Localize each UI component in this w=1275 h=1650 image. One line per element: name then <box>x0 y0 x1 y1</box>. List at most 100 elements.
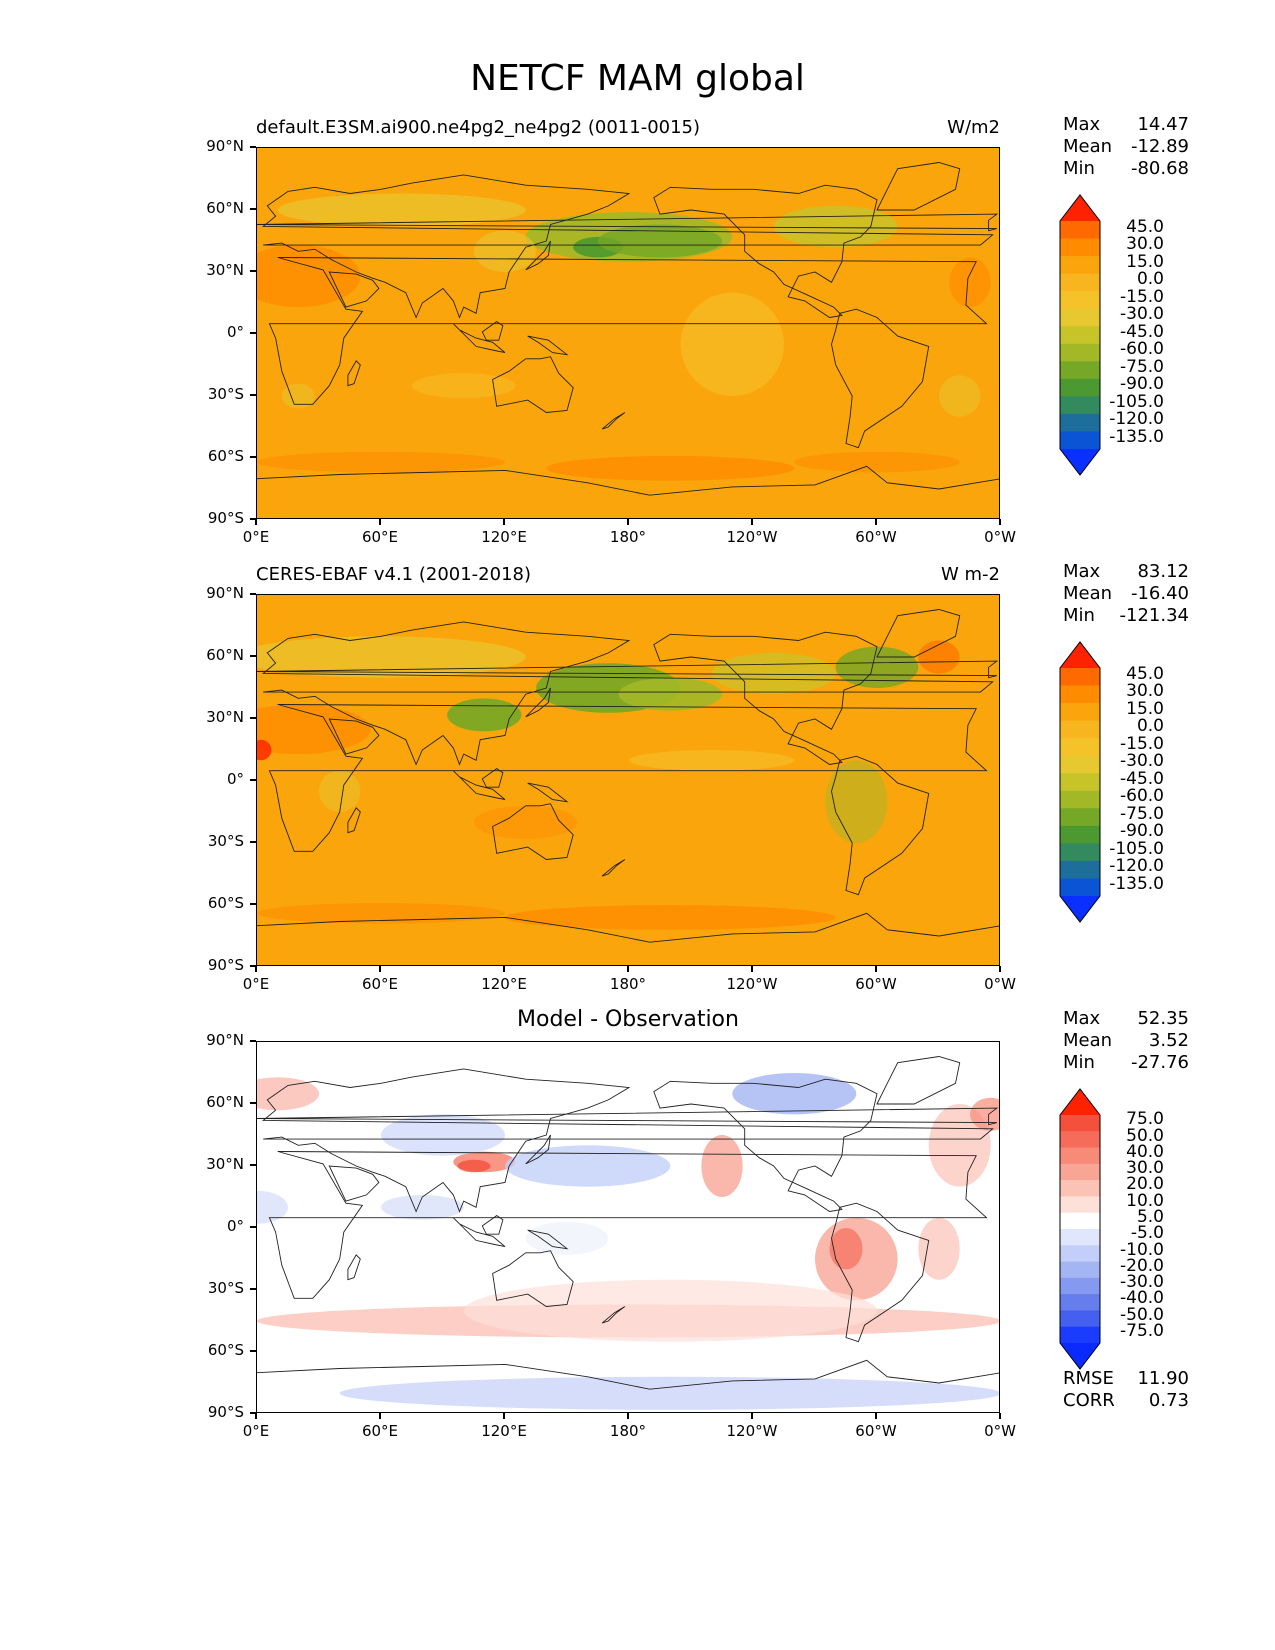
lon-tick <box>751 966 753 972</box>
field-contour-region <box>629 750 795 771</box>
field-contour-region <box>277 193 526 227</box>
colorbar-level-label: -30.0 <box>1120 1272 1164 1293</box>
stat-row: Mean -16.40 <box>1063 583 1189 605</box>
colorbar-extend-min <box>1060 1343 1100 1369</box>
colorbar-extend-max <box>1060 642 1100 668</box>
coastline-indonesia <box>452 323 506 354</box>
colorbar-level-label: 0.0 <box>1136 716 1164 737</box>
field-contour-region <box>918 640 960 674</box>
lon-tick-label: 0°W <box>984 528 1016 546</box>
lat-tick <box>250 270 256 272</box>
coastline-madagascar <box>347 360 361 387</box>
colorbar-level-label: -75.0 <box>1120 356 1164 377</box>
field-contour-region <box>680 292 784 396</box>
stat-value: -27.76 <box>1130 1052 1189 1073</box>
colorbar: 45.0 30.0 15.0 0.0 -15.0 -30.0 -45.0 -60.0 -75.0… <box>1058 193 1188 493</box>
field-contour-region <box>257 739 272 761</box>
colorbar-segment <box>1060 413 1100 432</box>
lat-tick <box>250 456 256 458</box>
figure-title: NETCF MAM global <box>470 58 805 99</box>
field-contour-region <box>505 905 836 930</box>
stat-row: Min -27.76 <box>1063 1052 1189 1074</box>
field-contour-region <box>505 1145 671 1187</box>
lat-tick <box>250 1412 256 1414</box>
coastline-namerica <box>653 1078 878 1212</box>
coastline-nz <box>601 412 626 430</box>
coastline-samerica <box>831 308 930 449</box>
lon-tick <box>751 1413 753 1419</box>
field-contour-region <box>546 455 795 481</box>
lon-tick-label: 180° <box>609 1422 647 1440</box>
lat-tick <box>250 1288 256 1290</box>
colorbar-segment <box>1060 326 1100 345</box>
lon-tick <box>503 966 505 972</box>
field-contour-region <box>598 224 722 258</box>
lon-tick <box>999 1413 1001 1419</box>
lat-tick-label: 30°S <box>207 385 244 403</box>
field-contour-region <box>618 677 722 711</box>
coastline-madagascar <box>347 807 361 834</box>
stat-value: 52.35 <box>1137 1008 1189 1029</box>
coastline-eurasia <box>261 174 994 319</box>
colorbar-level-label: -135.0 <box>1109 427 1164 447</box>
colorbar-extend-min <box>1060 449 1100 475</box>
lon-tick <box>255 519 257 525</box>
lat-tick <box>250 332 256 334</box>
colorbar-segment <box>1060 1310 1100 1328</box>
lat-tick-label: 90°N <box>206 1031 244 1049</box>
coastline-japan <box>525 687 551 718</box>
map-plot <box>256 1041 1000 1413</box>
lon-tick <box>627 966 629 972</box>
colorbar-segment <box>1060 1163 1100 1181</box>
error-stats: RMSE 11.90 CORR 0.73 <box>1063 1368 1189 1412</box>
lat-tick-label: 90°N <box>206 584 244 602</box>
coastline-arabia <box>328 271 380 308</box>
lon-tick <box>503 519 505 525</box>
coastline-africa <box>268 257 988 405</box>
coastline-samerica <box>831 1202 930 1343</box>
colorbar-segment <box>1060 1196 1100 1214</box>
colorbar-segment <box>1060 378 1100 397</box>
colorbar-segment <box>1060 790 1100 809</box>
colorbar-level-label: -135.0 <box>1109 874 1164 894</box>
colorbar-segment <box>1060 843 1100 862</box>
coastline-australia <box>492 803 574 860</box>
lat-tick-label: 60°N <box>206 1093 244 1111</box>
coastline-indonesia <box>452 1217 506 1248</box>
error-stat-row: CORR 0.73 <box>1063 1390 1189 1412</box>
field-contour-region <box>463 1279 877 1342</box>
coastline-nz <box>601 1306 626 1324</box>
colorbar-level-label: 40.0 <box>1126 1141 1164 1162</box>
stat-value: 83.12 <box>1137 561 1189 582</box>
lon-tick <box>875 966 877 972</box>
lon-tick-label: 180° <box>609 528 647 546</box>
stat-label: Min <box>1063 158 1095 179</box>
field-contour-region <box>381 1114 505 1156</box>
colorbar-level-label: 30.0 <box>1126 1158 1164 1179</box>
map-background-field <box>257 1042 999 1412</box>
colorbar-segment <box>1060 738 1100 757</box>
lon-tick <box>503 1413 505 1419</box>
stat-value: 14.47 <box>1137 114 1189 135</box>
lat-tick <box>250 593 256 595</box>
field-contour-region <box>447 698 522 732</box>
lat-tick <box>250 655 256 657</box>
coastline-namerica <box>653 184 878 318</box>
lat-tick <box>250 1350 256 1352</box>
field-contour-region <box>381 1194 464 1220</box>
lat-tick <box>250 146 256 148</box>
lat-tick-label: 30°N <box>206 1155 244 1173</box>
field-contour-region <box>257 704 371 755</box>
lat-tick-label: 30°N <box>206 261 244 279</box>
colorbar-segment <box>1060 825 1100 844</box>
stat-row: Mean -12.89 <box>1063 136 1189 158</box>
colorbar-level-label: -5.0 <box>1130 1223 1164 1244</box>
colorbar-level-label: -105.0 <box>1109 391 1164 412</box>
colorbar-level-label: 20.0 <box>1126 1174 1164 1195</box>
lon-tick-label: 60°W <box>855 975 897 993</box>
field-contour-region <box>829 1228 863 1270</box>
field-contour-region <box>525 1221 609 1255</box>
colorbar-segment <box>1060 1180 1100 1197</box>
lat-tick <box>250 903 256 905</box>
field-contour-region <box>474 230 536 272</box>
